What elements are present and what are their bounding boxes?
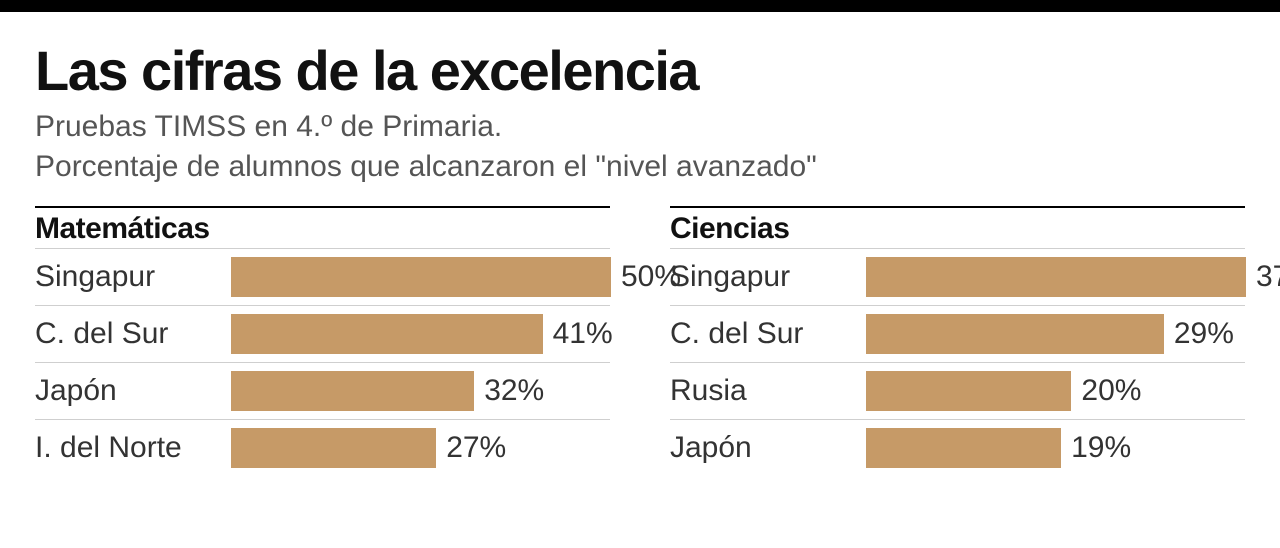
bar bbox=[866, 314, 1164, 354]
country-label: Singapur bbox=[670, 260, 866, 294]
table-row: I. del Norte 27% bbox=[35, 419, 610, 476]
bar bbox=[231, 257, 611, 297]
country-label: C. del Sur bbox=[35, 317, 231, 351]
country-label: I. del Norte bbox=[35, 431, 231, 465]
bar-cell: 32% bbox=[231, 371, 610, 411]
value-label: 32% bbox=[474, 374, 544, 408]
value-label: 41% bbox=[543, 317, 613, 351]
country-label: C. del Sur bbox=[670, 317, 866, 351]
bar-cell: 19% bbox=[866, 428, 1245, 468]
country-label: Japón bbox=[35, 374, 231, 408]
page: Las cifras de la excelencia Pruebas TIMS… bbox=[0, 0, 1280, 476]
page-subtitle: Pruebas TIMSS en 4.º de Primaria. Porcen… bbox=[35, 107, 1245, 188]
value-label: 29% bbox=[1164, 317, 1234, 351]
subtitle-line-1: Pruebas TIMSS en 4.º de Primaria. bbox=[35, 110, 502, 143]
subtitle-line-2: Porcentaje de alumnos que alcanzaron el … bbox=[35, 150, 817, 183]
page-title: Las cifras de la excelencia bbox=[35, 42, 1245, 101]
table-row: Singapur 50% bbox=[35, 248, 610, 305]
panel-ciencias: Ciencias Singapur 37% C. del Sur 29% Rus… bbox=[670, 206, 1245, 476]
bar bbox=[866, 371, 1071, 411]
bar bbox=[866, 428, 1061, 468]
value-label: 37% bbox=[1246, 260, 1280, 294]
panel-title: Matemáticas bbox=[35, 206, 610, 246]
value-label: 19% bbox=[1061, 431, 1131, 465]
country-label: Japón bbox=[670, 431, 866, 465]
chart-columns: Matemáticas Singapur 50% C. del Sur 41% … bbox=[35, 206, 1245, 476]
table-row: Japón 32% bbox=[35, 362, 610, 419]
bar-cell: 20% bbox=[866, 371, 1245, 411]
bar-cell: 41% bbox=[231, 314, 613, 354]
bar-cell: 27% bbox=[231, 428, 610, 468]
table-row: C. del Sur 29% bbox=[670, 305, 1245, 362]
bar-cell: 29% bbox=[866, 314, 1245, 354]
table-row: C. del Sur 41% bbox=[35, 305, 610, 362]
panel-title: Ciencias bbox=[670, 206, 1245, 246]
bar-cell: 37% bbox=[866, 257, 1280, 297]
bar bbox=[866, 257, 1246, 297]
bar bbox=[231, 371, 474, 411]
value-label: 20% bbox=[1071, 374, 1141, 408]
table-row: Japón 19% bbox=[670, 419, 1245, 476]
value-label: 27% bbox=[436, 431, 506, 465]
table-row: Rusia 20% bbox=[670, 362, 1245, 419]
country-label: Rusia bbox=[670, 374, 866, 408]
bar bbox=[231, 428, 436, 468]
bar bbox=[231, 314, 543, 354]
panel-matematicas: Matemáticas Singapur 50% C. del Sur 41% … bbox=[35, 206, 610, 476]
country-label: Singapur bbox=[35, 260, 231, 294]
bar-cell: 50% bbox=[231, 257, 681, 297]
table-row: Singapur 37% bbox=[670, 248, 1245, 305]
